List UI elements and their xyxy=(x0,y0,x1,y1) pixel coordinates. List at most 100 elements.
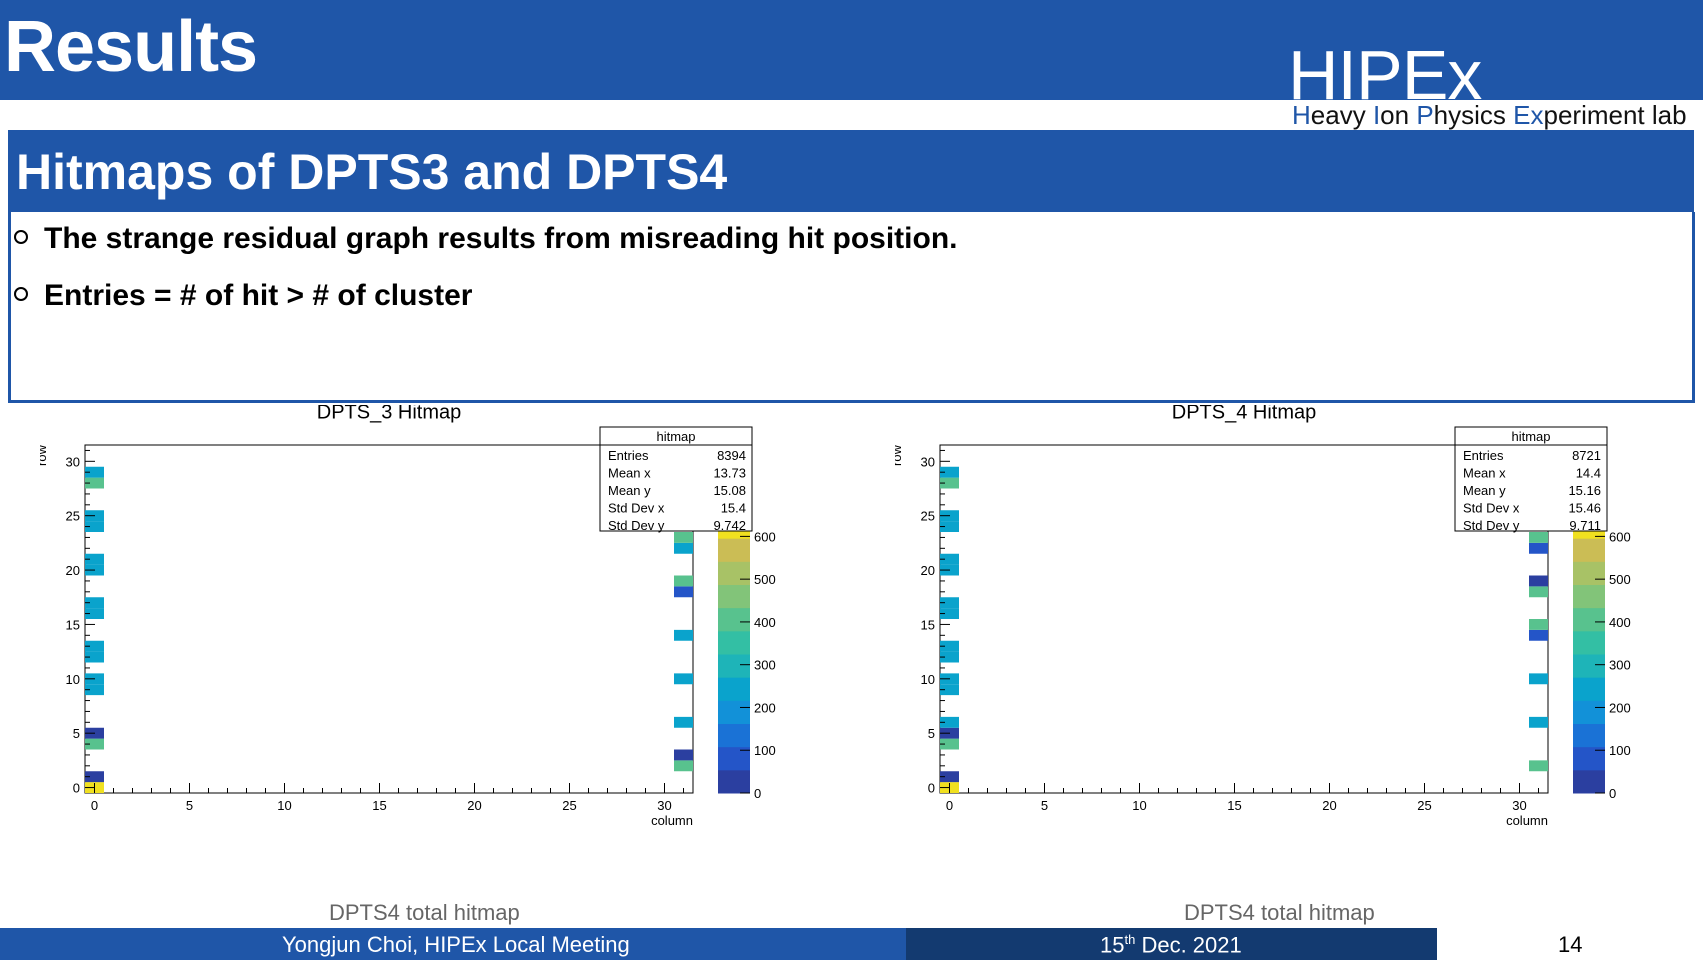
x-tick-label: 0 xyxy=(946,798,953,813)
page-number: 14 xyxy=(1558,932,1583,957)
heatmap-cell xyxy=(940,553,959,565)
stats-label: Std Dev y xyxy=(608,518,665,533)
colorbar-tick-label: 300 xyxy=(754,658,776,673)
colorbar-tick-label: 100 xyxy=(1609,743,1631,758)
bullet-circle-icon xyxy=(14,230,28,245)
stats-label: Entries xyxy=(608,448,649,463)
y-tick-label: 30 xyxy=(921,454,935,469)
colorbar-segment xyxy=(1573,700,1605,724)
logo-tagline: Heavy Ion Physics Experiment lab xyxy=(1292,100,1687,131)
heatmap-cell xyxy=(1529,760,1548,772)
footer-presenter: Yongjun Choi, HIPEx Local Meeting xyxy=(282,932,630,957)
colorbar-segment xyxy=(718,584,750,609)
colorbar-tick-label: 400 xyxy=(754,615,776,630)
colorbar-segment xyxy=(1573,584,1605,609)
footer-left-bar xyxy=(0,928,906,960)
heatmap-cell xyxy=(940,640,959,652)
x-tick-label: 20 xyxy=(467,798,481,813)
plot-area: 0 5 10 15 20 25 30051015202530columnrow0100200… xyxy=(895,426,1631,828)
stats-value: 15.4 xyxy=(721,501,746,516)
colorbar-tick-label: 0 xyxy=(1609,786,1616,801)
x-tick-label: 10 xyxy=(277,798,291,813)
bullet-item: The strange residual graph results from … xyxy=(14,222,958,256)
heatmap-cell xyxy=(674,575,693,587)
y-tick-label: 5 xyxy=(928,726,935,741)
x-tick-label: 20 xyxy=(1322,798,1336,813)
y-tick-label: 20 xyxy=(66,563,80,578)
y-tick-label: 15 xyxy=(921,617,935,632)
heatmap-cell xyxy=(674,532,693,543)
heatmap-cell xyxy=(85,651,104,663)
heatmap-cell xyxy=(85,553,104,565)
tagline-part: periment lab xyxy=(1543,100,1687,130)
colorbar-segment xyxy=(1573,746,1605,771)
y-tick-label: 25 xyxy=(921,509,935,524)
heatmap-cell xyxy=(1529,586,1548,598)
heatmap-cell xyxy=(674,760,693,772)
tagline-part: I xyxy=(1372,100,1381,130)
heatmap-cell xyxy=(1529,673,1548,685)
bullet-item: Entries = # of hit > # of cluster xyxy=(14,279,472,313)
heatmap-cell xyxy=(85,608,104,619)
x-tick-label: 30 xyxy=(1512,798,1526,813)
x-tick-label: 25 xyxy=(1417,798,1431,813)
heatmap-cell xyxy=(940,597,959,609)
stats-label: Mean x xyxy=(1463,466,1506,481)
tagline-part: P xyxy=(1416,100,1434,130)
heatmap-cell xyxy=(674,673,693,685)
colorbar-segment xyxy=(1573,538,1605,562)
y-tick-label: 15 xyxy=(66,617,80,632)
stats-box xyxy=(599,426,753,532)
heatmap-cell xyxy=(940,466,959,478)
heatmap-cell xyxy=(940,738,959,750)
bullet-text: The strange residual graph results from … xyxy=(44,222,958,255)
colorbar-segment xyxy=(1573,607,1605,632)
heatmap-cell xyxy=(85,521,104,532)
heatmap-cell xyxy=(1529,532,1548,543)
colorbar-tick-label: 500 xyxy=(1609,572,1631,587)
heatmap-cell xyxy=(1529,542,1548,554)
colorbar-tick-label: 600 xyxy=(754,529,776,544)
y-tick-label: 0 xyxy=(73,781,80,796)
stats-box xyxy=(1454,426,1608,532)
heatmap-cell xyxy=(85,684,104,696)
y-tick-label: 25 xyxy=(66,509,80,524)
y-tick-label: 10 xyxy=(66,672,80,687)
heatmap-cell xyxy=(674,629,693,641)
colorbar-tick-label: 300 xyxy=(1609,658,1631,673)
stats-value: 8721 xyxy=(1572,448,1601,463)
plot-area: 0 5 10 15 20 25 30051015202530columnrow0100200… xyxy=(40,426,776,828)
colorbar-tick-label: 0 xyxy=(754,786,761,801)
x-tick-label: 25 xyxy=(562,798,576,813)
x-tick-label: 0 xyxy=(91,798,98,813)
y-tick-label: 20 xyxy=(921,563,935,578)
colorbar-tick-label: 400 xyxy=(1609,615,1631,630)
tagline-part: eavy xyxy=(1310,100,1373,130)
x-tick-label: 5 xyxy=(186,798,193,813)
stats-label: Mean y xyxy=(608,483,651,498)
header-bar xyxy=(0,0,1703,100)
tagline-part: H xyxy=(1292,100,1311,130)
heatmap-cell xyxy=(85,597,104,609)
stats-label: Mean y xyxy=(1463,483,1506,498)
chart-caption: DPTS4 total hitmap xyxy=(1184,900,1375,925)
stats-value: 8394 xyxy=(717,448,746,463)
chart-title: DPTS_4 Hitmap xyxy=(1172,405,1317,424)
colorbar-segment xyxy=(1573,630,1605,655)
colorbar-segment xyxy=(1573,677,1605,701)
heatmap-cell xyxy=(674,749,693,761)
heatmap-cell xyxy=(85,640,104,652)
bullet-text: Entries = # of hit > # of cluster xyxy=(44,279,473,312)
x-tick-label: 15 xyxy=(372,798,386,813)
stats-label: Std Dev y xyxy=(1463,518,1520,533)
heatmap-cell xyxy=(940,651,959,663)
stats-name: hitmap xyxy=(1511,429,1550,444)
colorbar-segment xyxy=(718,746,750,771)
tagline-part: Ex xyxy=(1513,100,1544,130)
tagline-part: on xyxy=(1380,100,1417,130)
colorbar-segment xyxy=(1573,769,1605,794)
y-tick-label: 0 xyxy=(928,781,935,796)
colorbar-segment xyxy=(718,561,750,585)
